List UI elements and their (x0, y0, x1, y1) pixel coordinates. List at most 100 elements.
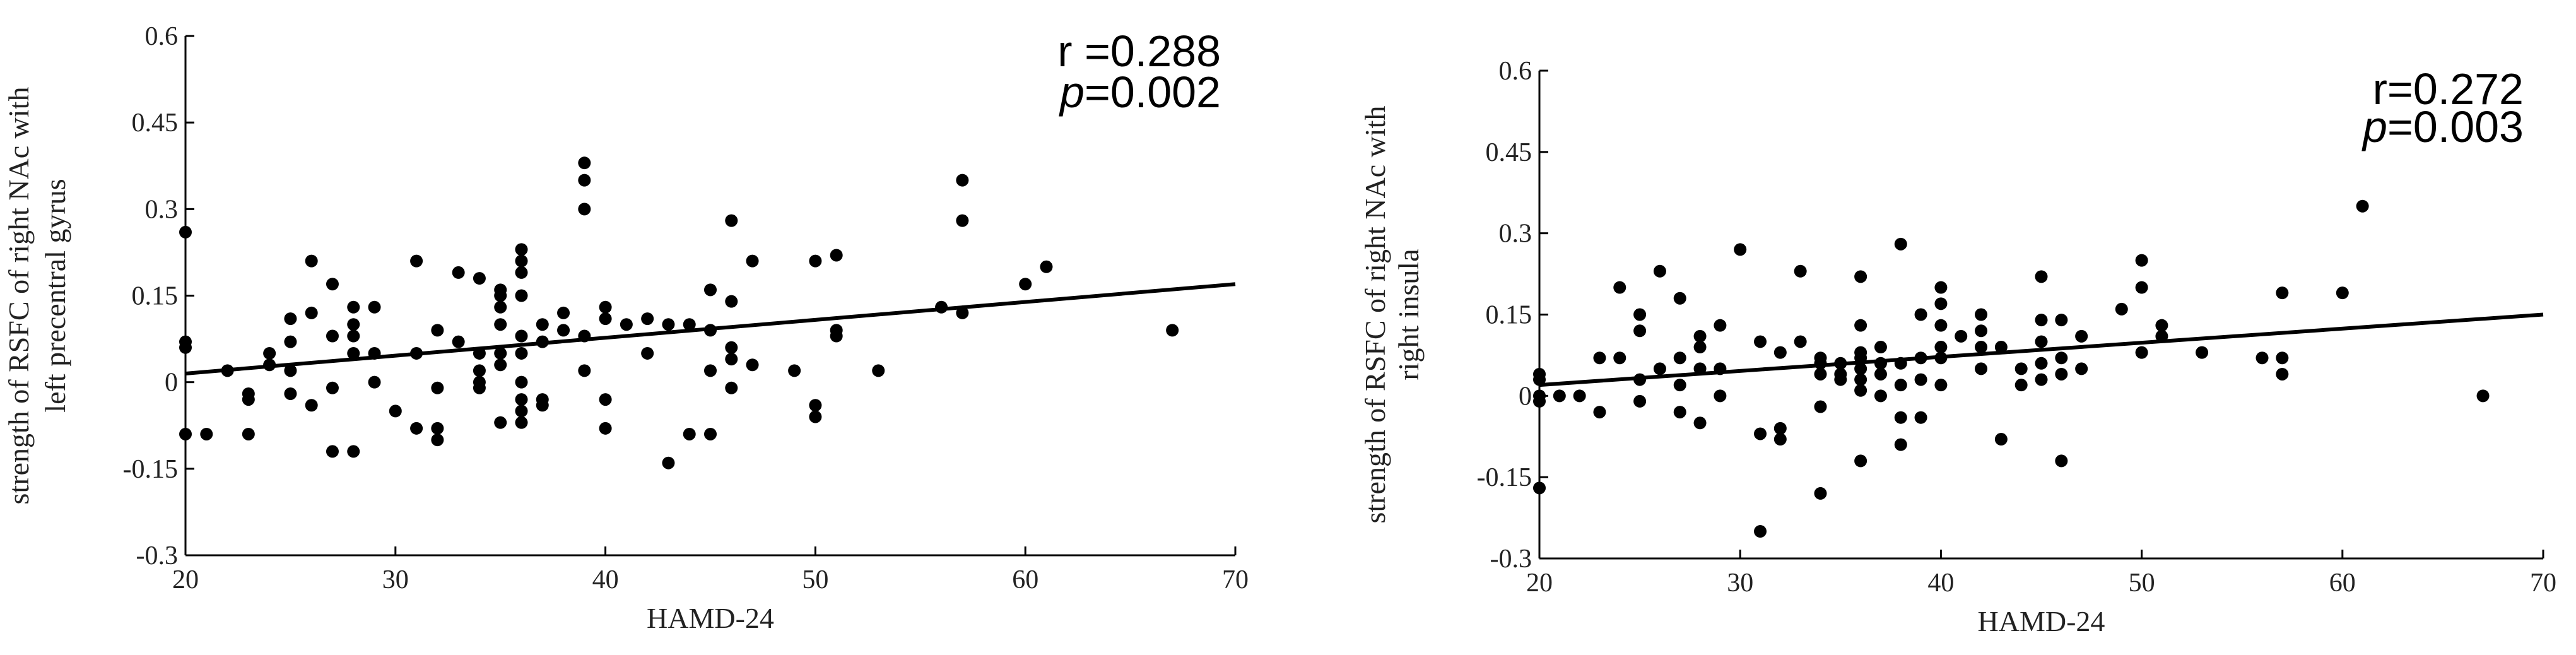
data-point (599, 312, 612, 326)
data-point (1874, 389, 1887, 403)
annotation-r: r =0.288 (1057, 27, 1221, 76)
data-point (725, 341, 738, 354)
y-tick-label: 0.3 (1499, 220, 1532, 249)
data-point (389, 404, 402, 418)
data-point (956, 306, 969, 319)
data-point (494, 358, 507, 372)
data-point (515, 289, 528, 302)
data-point (641, 312, 654, 326)
data-point (263, 346, 276, 360)
data-point (515, 346, 528, 360)
data-point (368, 375, 381, 389)
data-point (1934, 341, 1948, 354)
data-point (515, 416, 528, 429)
data-point (1854, 373, 1867, 386)
data-point (1754, 525, 1767, 538)
annotation-r: r=0.272 (2373, 64, 2524, 114)
data-point (557, 324, 570, 337)
p-value: =0.003 (2387, 102, 2524, 151)
y-tick-label: -0.15 (123, 455, 179, 484)
data-point (1653, 362, 1666, 375)
data-point (809, 399, 822, 412)
data-point (1754, 427, 1767, 440)
y-tick-label: -0.3 (136, 541, 179, 570)
data-point (2014, 379, 2028, 392)
data-point (935, 300, 948, 314)
data-point (179, 427, 192, 440)
x-tick-label: 30 (382, 565, 409, 594)
data-point (494, 289, 507, 302)
data-point (2035, 314, 2048, 327)
data-point (704, 364, 717, 377)
data-point (2035, 270, 2048, 283)
data-point (1854, 454, 1867, 468)
x-tick-label: 60 (1012, 565, 1038, 594)
data-point (1914, 411, 1927, 424)
data-point (494, 318, 507, 331)
data-point (1673, 292, 1686, 305)
data-point (284, 335, 297, 348)
data-point (1633, 324, 1647, 338)
y-axis-label: strength of RSFC of right NAc with (3, 87, 35, 505)
data-point (410, 422, 423, 435)
data-point (2035, 335, 2048, 348)
data-point (1934, 281, 1948, 294)
data-point (347, 346, 360, 360)
x-axis-label: HAMD-24 (1978, 605, 2105, 637)
data-point (326, 381, 339, 394)
data-point (1934, 297, 1948, 310)
data-point (809, 410, 822, 423)
data-point (452, 335, 465, 348)
data-point (515, 329, 528, 343)
data-point (473, 375, 486, 389)
data-point (2135, 346, 2148, 359)
data-point (725, 295, 738, 308)
data-point (704, 427, 717, 440)
data-point (830, 329, 843, 343)
data-point (578, 174, 591, 187)
data-point (515, 266, 528, 279)
data-point (662, 318, 675, 331)
data-point (1894, 357, 1907, 370)
data-point (347, 445, 360, 458)
data-point (1854, 362, 1867, 375)
data-point (1934, 379, 1948, 392)
data-point (179, 341, 192, 354)
data-point (725, 353, 738, 366)
data-point (284, 364, 297, 377)
data-point (1934, 351, 1948, 365)
data-point (2155, 329, 2168, 343)
y-tick-label: 0 (1519, 382, 1532, 411)
data-point (1693, 362, 1707, 375)
p-symbol: p (2361, 102, 2387, 151)
data-point (578, 203, 591, 216)
data-point (620, 318, 633, 331)
x-tick-label: 70 (1222, 565, 1249, 594)
data-point (1854, 351, 1867, 365)
data-point (473, 364, 486, 377)
data-point (1773, 433, 1787, 446)
data-point (515, 393, 528, 406)
data-point (515, 404, 528, 418)
data-point (1633, 308, 1647, 321)
data-point (305, 306, 318, 319)
data-point (578, 364, 591, 377)
data-point (1894, 237, 1907, 251)
data-point (1975, 324, 1988, 338)
y-tick-label: 0.45 (132, 109, 179, 138)
data-point (2276, 367, 2289, 381)
data-point (1714, 389, 1727, 403)
data-point (1874, 357, 1887, 370)
y-tick-label: 0.6 (145, 22, 179, 51)
data-point (2276, 351, 2289, 365)
data-point (599, 422, 612, 435)
data-point (326, 278, 339, 291)
x-tick-label: 50 (802, 565, 828, 594)
p-symbol: p (1059, 68, 1085, 117)
data-point (1673, 351, 1686, 365)
data-point (641, 346, 654, 360)
data-point (2014, 362, 2028, 375)
data-point (1874, 367, 1887, 381)
y-tick-label: 0.15 (1486, 301, 1532, 330)
data-point (1533, 481, 1546, 495)
